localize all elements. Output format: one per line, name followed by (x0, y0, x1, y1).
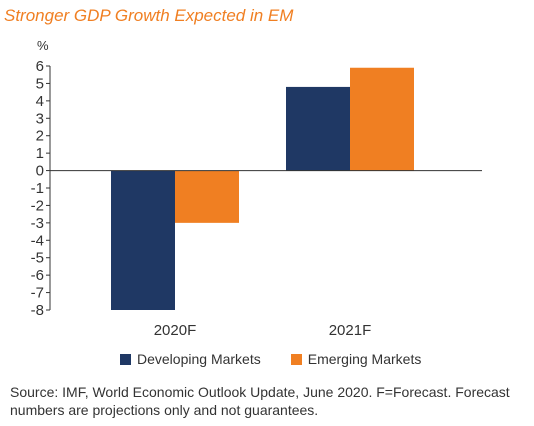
y-tick-label: -2 (31, 197, 44, 214)
legend-item-developing-markets: Developing Markets (120, 351, 261, 367)
legend-label: Emerging Markets (307, 351, 422, 367)
y-tick-label: 5 (36, 75, 44, 92)
y-tick-label: 3 (36, 110, 44, 127)
y-tick-label: -8 (31, 302, 44, 319)
legend: Developing Markets Emerging Markets (120, 351, 451, 367)
y-tick-label: -5 (31, 250, 44, 267)
x-axis: 2020F 2021F (50, 170, 482, 339)
legend-item-emerging-markets: Emerging Markets (290, 351, 422, 367)
x-category-label: 2020F (154, 322, 197, 339)
legend-swatch (290, 353, 302, 365)
x-category-label: 2021F (329, 322, 372, 339)
chart-title: Stronger GDP Growth Expected in EM (4, 6, 294, 25)
y-tick-label: 4 (36, 93, 44, 110)
y-tick-label: 0 (36, 163, 44, 180)
bars (111, 67, 414, 310)
y-tick-label: -6 (31, 267, 44, 284)
y-tick-label: 1 (36, 145, 44, 162)
y-tick-label: -1 (31, 180, 44, 197)
legend-label: Developing Markets (137, 351, 261, 367)
y-tick-label: 2 (36, 128, 44, 145)
legend-swatch (120, 353, 131, 365)
source-note: Source: IMF, World Economic Outlook Upda… (10, 384, 510, 418)
bar-emerging-markets-2021f (350, 67, 414, 171)
y-tick-label: -7 (31, 285, 44, 302)
y-axis-unit-label: % (37, 38, 49, 53)
y-tick-label: 6 (36, 58, 44, 75)
bar-emerging-markets-2020f (175, 170, 239, 223)
y-tick-label: -4 (31, 232, 44, 249)
y-tick-label: -3 (31, 215, 44, 232)
bar-developing-markets-2021f (286, 86, 350, 171)
bar-developing-markets-2020f (111, 170, 175, 310)
